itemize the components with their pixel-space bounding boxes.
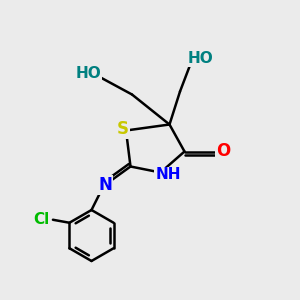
Text: HO: HO [76, 66, 101, 81]
Text: N: N [98, 176, 112, 194]
Text: HO: HO [188, 51, 213, 66]
Text: O: O [216, 142, 230, 160]
Text: NH: NH [155, 167, 181, 182]
Text: Cl: Cl [33, 212, 50, 227]
Text: HO: HO [76, 66, 101, 81]
Text: HO: HO [188, 51, 213, 66]
Text: S: S [117, 120, 129, 138]
